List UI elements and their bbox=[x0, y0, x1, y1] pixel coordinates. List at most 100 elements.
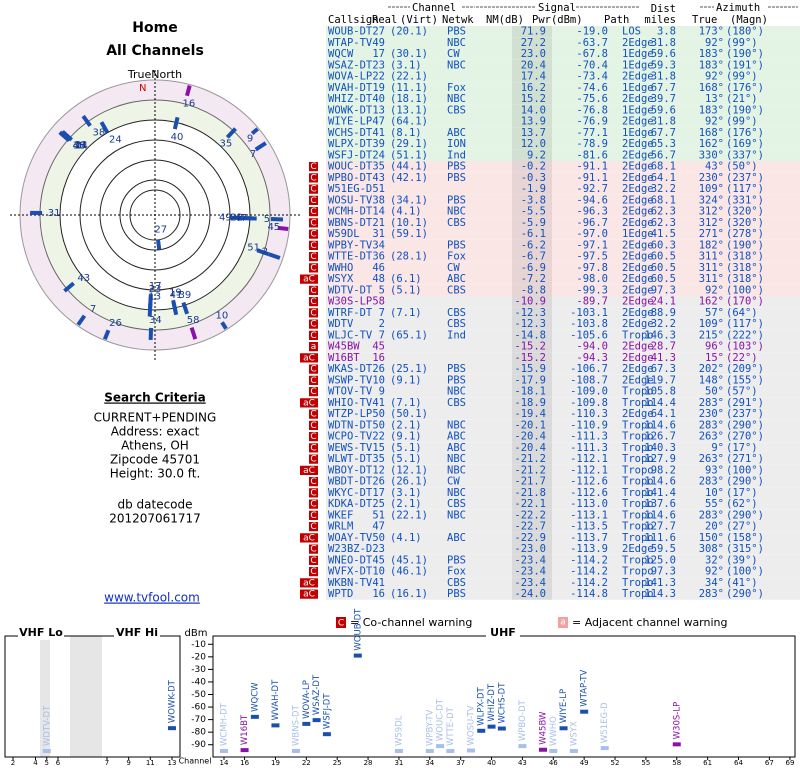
y-tick-label: -90 bbox=[191, 740, 206, 750]
cell: (320°) bbox=[726, 206, 764, 218]
signal-label: WOUC-DT bbox=[436, 698, 446, 741]
cell: 59.3 bbox=[651, 59, 676, 71]
station-label: 43 bbox=[77, 273, 90, 284]
cell: -23.4 bbox=[514, 566, 546, 578]
cell: 119.7 bbox=[644, 374, 676, 386]
cell: (191°) bbox=[726, 59, 764, 71]
signal-label: WIYE-LP bbox=[559, 689, 569, 723]
cell: CW bbox=[447, 262, 460, 274]
cell: 24 bbox=[372, 149, 385, 161]
cell: -99.3 bbox=[576, 284, 608, 296]
flag: C bbox=[310, 545, 316, 555]
cell: Tropo bbox=[622, 386, 654, 398]
row-band bbox=[326, 363, 800, 375]
cell: -112.6 bbox=[570, 476, 608, 488]
row-band bbox=[326, 262, 800, 274]
cell: 2Edge bbox=[622, 363, 654, 375]
cell: (13.1) bbox=[390, 104, 428, 116]
signal-label: WPBY-TV bbox=[425, 709, 435, 746]
cell: -81.6 bbox=[576, 149, 608, 161]
station-label: 5 bbox=[264, 214, 270, 225]
cell: (291°) bbox=[726, 397, 764, 409]
nm-shade bbox=[512, 183, 552, 195]
cell: -113.9 bbox=[570, 543, 608, 555]
cell: 2Edge bbox=[622, 93, 654, 105]
cell: -24.0 bbox=[514, 588, 546, 600]
nm-shade bbox=[512, 217, 552, 229]
flag-box bbox=[309, 477, 318, 487]
cell: -67.8 bbox=[576, 48, 608, 60]
cell: Tropo bbox=[622, 509, 654, 521]
flag: C bbox=[310, 320, 316, 330]
cell: Fox bbox=[447, 82, 466, 94]
cell: (99°) bbox=[726, 116, 758, 128]
cell: 31.8 bbox=[651, 71, 676, 83]
signal-label: W30S-LP bbox=[672, 702, 682, 740]
flag: C bbox=[310, 207, 316, 217]
cell: -78.9 bbox=[576, 138, 608, 150]
flag: aC bbox=[303, 275, 315, 285]
cell: Tropo bbox=[622, 431, 654, 443]
cell: 12 bbox=[372, 464, 385, 476]
nm-shade bbox=[512, 273, 552, 285]
cell: (318°) bbox=[726, 273, 764, 285]
flag-box bbox=[309, 218, 318, 228]
station-marker bbox=[171, 302, 179, 316]
row-band bbox=[326, 26, 800, 38]
nm-shade bbox=[512, 37, 552, 49]
flag: C bbox=[310, 421, 316, 431]
subtitle: All Channels bbox=[106, 43, 204, 59]
cell: (21°) bbox=[726, 93, 758, 105]
cell: 47 bbox=[372, 116, 385, 128]
cell: -94.3 bbox=[576, 352, 608, 364]
cell: ABC bbox=[447, 431, 466, 443]
flag: C bbox=[310, 162, 316, 172]
cell: 2Edge bbox=[622, 149, 654, 161]
flag: C bbox=[310, 443, 316, 453]
site-link[interactable]: www.tvfool.com bbox=[104, 591, 200, 605]
cell: ABC bbox=[447, 532, 466, 544]
title: Home bbox=[132, 20, 177, 36]
station-label: 7 bbox=[250, 149, 256, 160]
cell: WLWT-DT bbox=[328, 453, 373, 465]
flag: aC bbox=[303, 578, 315, 588]
cell: 173° bbox=[699, 26, 724, 38]
flag: C bbox=[310, 477, 316, 487]
cell: 183° bbox=[699, 104, 724, 116]
cell: 2Edge bbox=[622, 352, 654, 364]
cell: 98.2 bbox=[651, 464, 676, 476]
cell: -75.6 bbox=[576, 93, 608, 105]
signal-bar bbox=[549, 749, 558, 753]
criteria-line: Athens, OH bbox=[121, 439, 189, 453]
cell: 1Edge bbox=[622, 82, 654, 94]
cell: LOS bbox=[622, 26, 641, 38]
row-band bbox=[326, 37, 800, 49]
cell: (17°) bbox=[726, 442, 758, 454]
station-marker bbox=[156, 239, 162, 250]
nm-shade bbox=[512, 239, 552, 251]
cell: 65.3 bbox=[651, 138, 676, 150]
signal-label: WCMH-DT bbox=[220, 702, 230, 746]
cell: -22.1 bbox=[514, 498, 546, 510]
cell: 2Edge bbox=[622, 262, 654, 274]
cell: (270°) bbox=[726, 431, 764, 443]
station-marker bbox=[277, 225, 289, 231]
x-tick-label: 43 bbox=[518, 759, 527, 767]
flag-box bbox=[309, 308, 318, 318]
cell: 140.3 bbox=[644, 442, 676, 454]
col-header: Callsign bbox=[328, 14, 379, 26]
cell: 114.6 bbox=[644, 509, 676, 521]
col-header: Dist bbox=[651, 3, 676, 15]
col-header: Netwk bbox=[442, 14, 474, 26]
cell: (190°) bbox=[726, 239, 764, 251]
flag: a bbox=[311, 342, 317, 352]
cell: 45 bbox=[372, 341, 385, 353]
cell: -22.2 bbox=[514, 509, 546, 521]
cell: 67.7 bbox=[651, 82, 676, 94]
cell: 23.0 bbox=[521, 48, 546, 60]
north-mark: N bbox=[139, 83, 146, 94]
signal-bar bbox=[322, 732, 331, 737]
cell: 64.1 bbox=[651, 172, 676, 184]
cell: (100°) bbox=[726, 566, 764, 578]
group-header: Signal bbox=[538, 2, 576, 14]
